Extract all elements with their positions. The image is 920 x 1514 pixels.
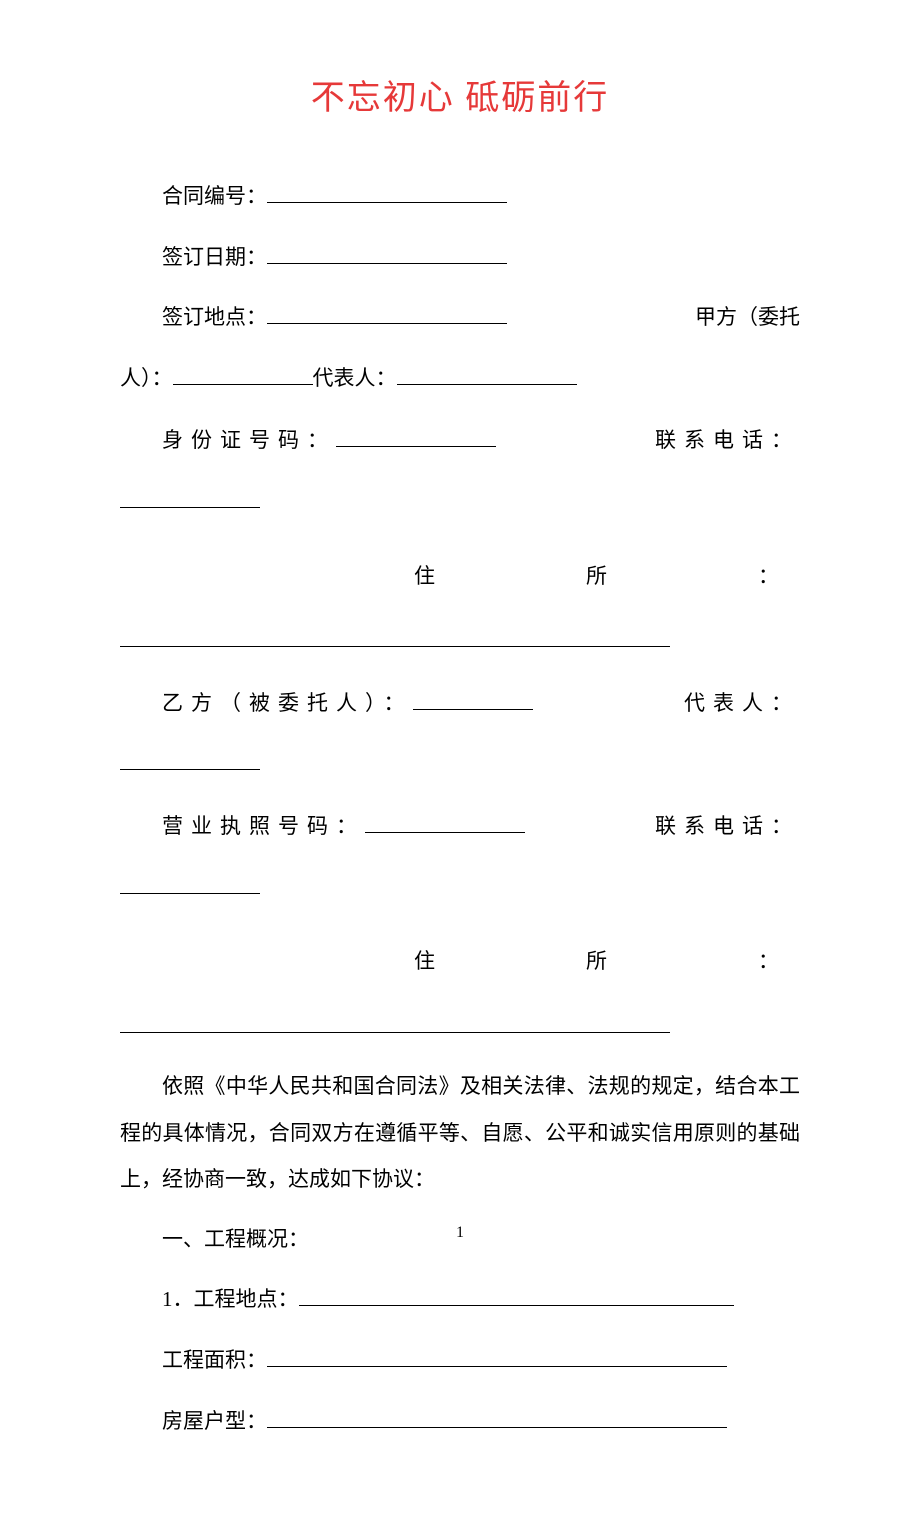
business-license-label: 营业执照号码： xyxy=(162,814,365,838)
contact-phone-label-2: 联系电话： xyxy=(655,799,800,854)
sign-place-block: 签订地点： 甲方（委托 人）： 代表人： xyxy=(120,290,800,405)
party-a-line2: 人）： 代表人： xyxy=(120,351,800,406)
party-b-block: 乙方（被委托人）： 代表人： xyxy=(120,676,800,791)
sign-date-blank xyxy=(267,263,507,264)
residence-block-2: 住 所 ： xyxy=(120,934,800,1053)
residence-line-2: 住 所 ： xyxy=(120,934,800,989)
house-type-line: 房屋户型： xyxy=(120,1394,800,1449)
sign-place-blank xyxy=(267,323,507,324)
residence-line-1: 住 所 ： xyxy=(120,549,800,604)
party-a-blank xyxy=(173,384,313,385)
contract-no-label: 合同编号： xyxy=(162,184,267,208)
id-phone-line: 身份证号码： 联系电话： xyxy=(120,413,800,468)
project-area-label: 工程面积： xyxy=(162,1348,267,1372)
residence-underline-1 xyxy=(120,646,670,647)
project-location-label: 1．工程地点： xyxy=(162,1287,299,1311)
residence-blank-2 xyxy=(120,999,800,1054)
contract-no-blank xyxy=(267,202,507,203)
residence-char1-b: 住 xyxy=(414,934,435,989)
page-number: 1 xyxy=(456,1224,464,1242)
main-paragraph: 依照《中华人民共和国合同法》及相关法律、法规的规定，结合本工程的具体情况，合同双… xyxy=(120,1063,800,1202)
sign-place-label: 签订地点： xyxy=(162,305,267,329)
contact-phone-label: 联系电话： xyxy=(655,413,800,468)
house-type-blank xyxy=(267,1427,727,1428)
id-phone-block: 身份证号码： 联系电话： xyxy=(120,413,800,528)
header-title: 不忘初心 砥砺前行 xyxy=(120,70,800,119)
residence-char2: 所 xyxy=(586,549,607,604)
residence-char1: 住 xyxy=(414,549,435,604)
representative-blank xyxy=(397,384,577,385)
representative-label: 代表人： xyxy=(313,366,397,390)
party-b-label: 乙方（被委托人）： xyxy=(162,691,413,715)
document-body: 合同编号： 签订日期： 签订地点： 甲方（委托 人）： 代表人： 身份证号码： 联… xyxy=(120,169,800,1448)
project-location-blank xyxy=(299,1305,734,1306)
party-b-blank xyxy=(413,709,533,710)
residence-colon: ： xyxy=(758,549,779,604)
person-suffix: 人）： xyxy=(120,366,173,390)
party-b-line: 乙方（被委托人）： 代表人： xyxy=(120,676,800,731)
id-number-blank xyxy=(336,446,496,447)
id-number-label: 身份证号码： xyxy=(162,428,336,452)
phone-blank xyxy=(120,507,260,508)
project-location-line: 1．工程地点： xyxy=(120,1272,800,1327)
party-a-label: 甲方（委托 xyxy=(695,290,800,345)
section-1-title: 一、工程概况： xyxy=(162,1227,309,1251)
residence-colon-b: ： xyxy=(758,934,779,989)
representative-label-2: 代表人： xyxy=(684,676,800,731)
rep-blank-line xyxy=(120,736,800,791)
license-blank xyxy=(365,832,525,833)
residence-blank-1 xyxy=(120,613,800,668)
license-phone-line: 营业执照号码： 联系电话： xyxy=(120,799,800,854)
project-area-blank xyxy=(267,1366,727,1367)
phone-blank-2 xyxy=(120,893,260,894)
phone-blank-line-2 xyxy=(120,860,800,915)
residence-block-1: 住 所 ： xyxy=(120,549,800,668)
project-area-line: 工程面积： xyxy=(120,1333,800,1388)
license-phone-block: 营业执照号码： 联系电话： xyxy=(120,799,800,914)
rep-blank-2 xyxy=(120,769,260,770)
residence-underline-2 xyxy=(120,1032,670,1033)
sign-place-line: 签订地点： 甲方（委托 xyxy=(120,290,800,345)
house-type-label: 房屋户型： xyxy=(162,1409,267,1433)
sign-date-line: 签订日期： xyxy=(120,230,800,285)
contract-no-line: 合同编号： xyxy=(120,169,800,224)
residence-char2-b: 所 xyxy=(586,934,607,989)
sign-date-label: 签订日期： xyxy=(162,245,267,269)
phone-blank-line xyxy=(120,474,800,529)
